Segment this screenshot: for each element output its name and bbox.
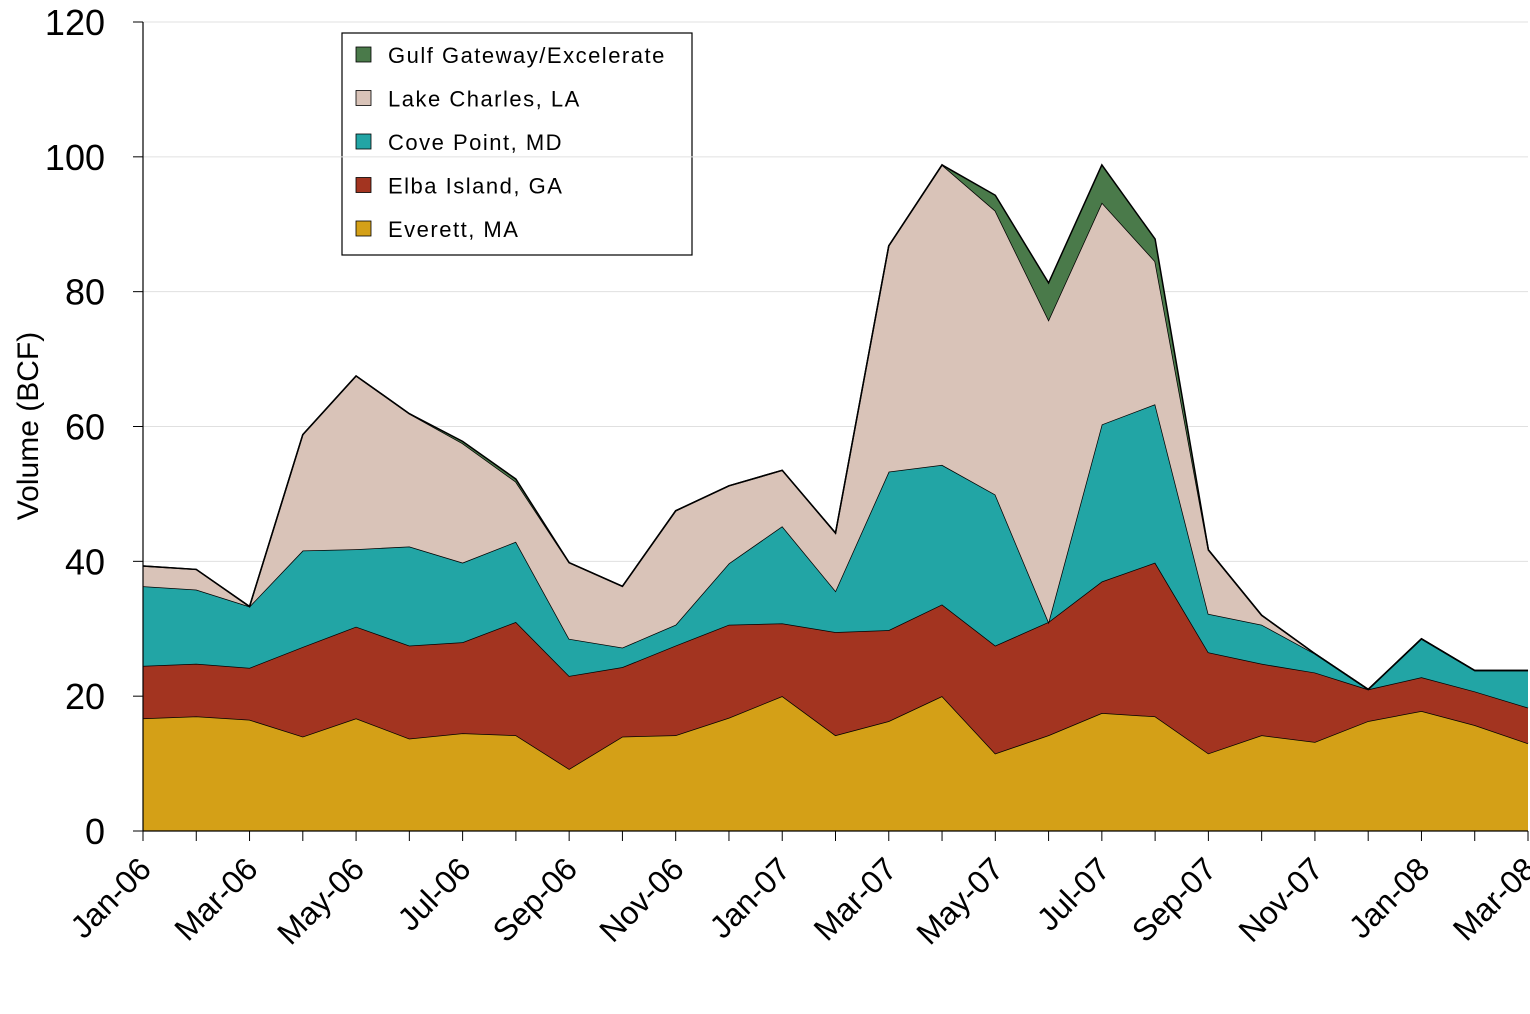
x-tick-label: May-06	[270, 850, 371, 951]
area	[143, 696, 1528, 831]
x-tick-label: Mar-07	[807, 850, 904, 947]
x-tick-label: Jan-08	[1342, 850, 1437, 945]
legend-swatch	[355, 46, 372, 63]
x-tick-label: Jul-06	[390, 850, 477, 937]
x-tick-label: Jan-07	[703, 850, 798, 945]
x-tick-label: Sep-07	[1125, 850, 1223, 948]
legend-swatch	[355, 220, 372, 237]
legend-swatch	[355, 177, 372, 193]
legend-box	[341, 32, 693, 256]
area	[143, 562, 1528, 769]
x-tick-label: Mar-08	[1446, 850, 1530, 947]
y-tick-label: 60	[65, 407, 105, 448]
legend-swatch	[355, 90, 372, 106]
y-tick-label: 120	[45, 2, 105, 43]
y-tick-label: 80	[65, 272, 105, 313]
legend-label: Everett, MA	[388, 217, 519, 242]
y-tick-label: 0	[85, 811, 105, 852]
x-tick-label: May-07	[909, 850, 1010, 951]
legend-label: Lake Charles, LA	[388, 87, 581, 112]
legend-label: Cove Point, MD	[388, 130, 563, 155]
y-tick-label: 40	[65, 541, 105, 582]
area-outline	[142, 163, 1528, 691]
x-tick-label: Nov-06	[592, 850, 690, 948]
x-tick-label: Jan-06	[63, 850, 158, 945]
legend-label: Gulf Gateway/Excelerate	[388, 43, 666, 68]
y-axis-label: Volume (BCF)	[12, 332, 45, 520]
legend-swatch	[355, 133, 372, 150]
y-tick-label: 20	[65, 676, 105, 717]
x-tick-label: Nov-07	[1231, 850, 1329, 948]
y-tick-label: 100	[45, 137, 105, 178]
x-tick-label: Jul-07	[1030, 850, 1117, 937]
x-tick-label: Sep-06	[486, 850, 584, 948]
area	[143, 164, 1528, 690]
legend-label: Elba Island, GA	[388, 174, 563, 199]
x-tick-label: Mar-06	[167, 850, 264, 947]
area	[143, 404, 1528, 708]
